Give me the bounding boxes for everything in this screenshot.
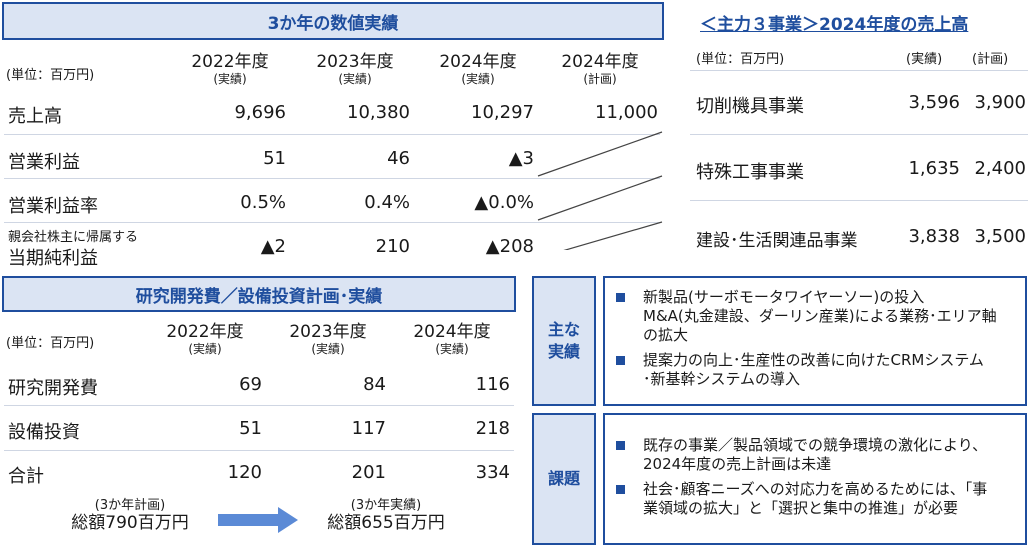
rd-col-2023: 2023年度 (実績): [289, 322, 367, 356]
rd-research-2023: 84: [363, 374, 386, 395]
three-year-col-2024-plan: 2024年度 (計画): [561, 52, 639, 86]
segments-col-actual: (実績): [906, 52, 943, 67]
cell-sales-2024: 10,297: [471, 102, 534, 123]
segment-label-special: 特殊工事事業: [696, 162, 804, 183]
segment-label-construction: 建設･生活関連品事業: [696, 231, 858, 251]
na-line-op-margin: [537, 175, 663, 221]
rd-capex-2022: 51: [239, 418, 262, 439]
rd-col-2024: 2024年度 (実績): [413, 322, 491, 356]
cell-sales-2023: 10,380: [347, 102, 410, 123]
na-line-net-income: [563, 221, 663, 250]
cell-net-2023: 210: [375, 236, 410, 257]
three-year-col-2023: 2023年度 (実績): [316, 52, 394, 86]
rd-total-2024: 334: [475, 462, 510, 483]
row-label-op-margin: 営業利益率: [8, 196, 98, 217]
cell-sales-plan: 11,000: [595, 102, 658, 123]
rd-label-research: 研究開発費: [8, 378, 98, 399]
rd-divider: [4, 405, 514, 406]
rd-unit: (単位：百万円): [6, 336, 95, 351]
rd-research-2024: 116: [475, 374, 510, 395]
row-label-sales: 売上高: [8, 106, 62, 127]
rd-col-2022: 2022年度 (実績): [166, 322, 244, 356]
rd-title: 研究開発費／設備投資計画･実績: [2, 276, 516, 312]
rd-capex-2023: 117: [351, 418, 386, 439]
three-year-title-text: 3か年の数値実績: [267, 13, 399, 34]
cell-sales-2022: 9,696: [234, 102, 286, 123]
segments-divider: [690, 134, 1028, 135]
row-divider: [4, 134, 660, 135]
issues-label: 課題: [532, 413, 596, 545]
rd-total-2022: 120: [227, 462, 262, 483]
achievement-item-1: 新製品(サーボモータワイヤーソー)の投入 M&A(丸金建設、ダーリン産業)による…: [616, 288, 1024, 345]
segment-special-actual: 1,635: [908, 158, 960, 179]
bullet-square-icon: [616, 356, 625, 365]
na-line-op-profit: [537, 131, 663, 177]
segment-label-cutting: 切削機具事業: [696, 96, 804, 117]
cell-margin-2023: 0.4%: [364, 192, 410, 213]
rd-total-plan: (3か年計画) 総額790百万円: [71, 498, 189, 533]
row-label-net-income-small: 親会社株主に帰属する: [8, 230, 139, 245]
segments-divider: [690, 70, 1028, 71]
arrow-right-icon: [218, 507, 298, 533]
rd-divider: [4, 450, 514, 451]
rd-label-total: 合計: [8, 466, 44, 487]
rd-research-2022: 69: [239, 374, 262, 395]
segment-cutting-plan: 3,900: [974, 92, 1026, 113]
cell-margin-2022: 0.5%: [240, 192, 286, 213]
row-label-operating-profit: 営業利益: [8, 152, 80, 173]
bullet-square-icon: [616, 293, 625, 302]
segment-construction-actual: 3,838: [908, 226, 960, 247]
cell-op-2022: 51: [263, 148, 286, 169]
row-divider: [4, 178, 660, 179]
bullet-square-icon: [616, 441, 625, 450]
plan-not-applicable-lines: [537, 131, 663, 250]
rd-total-2023: 201: [351, 462, 386, 483]
issues-box: [603, 413, 1027, 545]
segments-unit: (単位：百万円): [696, 52, 785, 67]
three-year-col-2022: 2022年度 (実績): [191, 52, 269, 86]
row-divider: [4, 222, 660, 223]
issue-item-2: 社会･顧客ニーズへの対応力を高めるためには、「事 業領域の拡大」と「選択と集中の…: [616, 480, 1024, 518]
cell-op-2023: 46: [387, 148, 410, 169]
cell-op-2024: ▲3: [508, 148, 534, 169]
cell-margin-2024: ▲0.0%: [474, 192, 534, 213]
segment-cutting-actual: 3,596: [908, 92, 960, 113]
rd-label-capex: 設備投資: [8, 422, 80, 443]
segment-construction-plan: 3,500: [974, 226, 1026, 247]
row-label-net-income: 当期純利益: [8, 248, 98, 269]
segments-title: ＜主力３事業＞2024年度の売上高: [700, 15, 969, 35]
segments-divider: [690, 200, 1028, 201]
segment-special-plan: 2,400: [974, 158, 1026, 179]
three-year-title: 3か年の数値実績: [2, 2, 664, 40]
achievement-item-2: 提案力の向上･生産性の改善に向けたCRMシステム ･新基幹システムの導入: [616, 351, 1024, 389]
three-year-unit: (単位：百万円): [6, 68, 95, 83]
bullet-square-icon: [616, 485, 625, 494]
three-year-col-2024-actual: 2024年度 (実績): [439, 52, 517, 86]
segments-col-plan: (計画): [972, 52, 1009, 67]
rd-capex-2024: 218: [475, 418, 510, 439]
rd-total-actual: (3か年実績) 総額655百万円: [327, 498, 445, 533]
achievements-box: [603, 276, 1027, 406]
cell-net-2024: ▲208: [485, 236, 534, 257]
achievements-label: 主な 実績: [532, 276, 596, 406]
cell-net-2022: ▲2: [260, 236, 286, 257]
rd-title-text: 研究開発費／設備投資計画･実績: [135, 286, 383, 307]
issue-item-1: 既存の事業／製品領域での競争環境の激化により、 2024年度の売上計画は未達: [616, 436, 1024, 474]
